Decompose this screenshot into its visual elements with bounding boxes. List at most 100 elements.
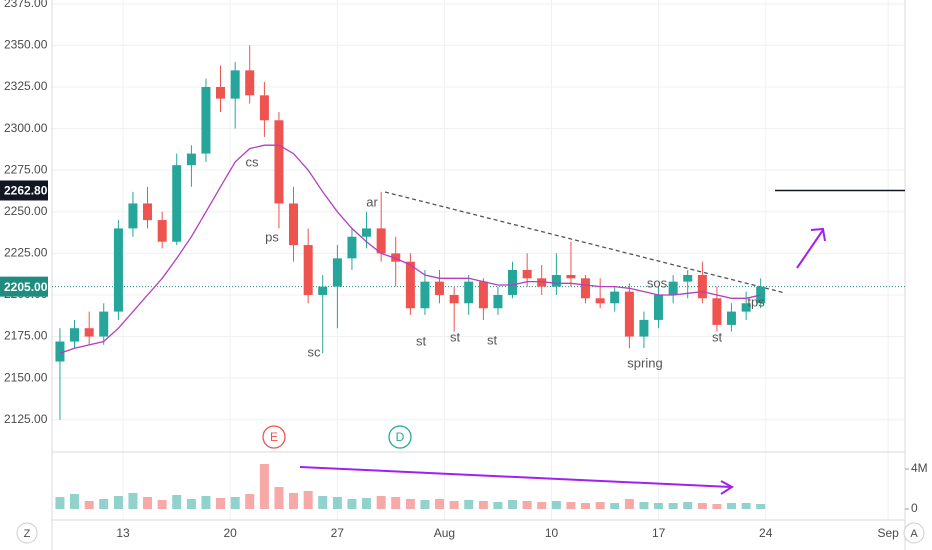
candle-body [420, 281, 430, 309]
volume-bar [318, 496, 328, 509]
volume-bar [376, 496, 386, 509]
volume-bar [391, 497, 401, 509]
candle-body [493, 294, 503, 309]
volume-bar [756, 504, 766, 509]
candle-body [172, 165, 182, 242]
price-label: 2205.00 [4, 280, 48, 294]
annotation: st [712, 329, 723, 344]
volume-bar [245, 494, 255, 509]
corner-button[interactable]: A [903, 522, 925, 544]
annotation: cs [246, 154, 260, 169]
candle-body [361, 228, 371, 237]
volume-bar [128, 493, 138, 509]
candle-body [347, 236, 357, 259]
x-tick-label: 10 [545, 526, 559, 540]
candle-body [464, 281, 474, 304]
corner-button-circle [903, 522, 925, 544]
candle-body [332, 258, 342, 287]
annotation: sos [647, 275, 668, 290]
volume-bar [639, 502, 649, 509]
x-tick-label: Aug [434, 526, 455, 540]
volume-bar [551, 501, 561, 509]
volume-bar [420, 500, 430, 509]
volume-arrow-head [720, 480, 734, 495]
x-tick-label: 13 [116, 526, 130, 540]
volume-bar [610, 503, 620, 509]
volume-bar [172, 495, 182, 509]
candle-body [551, 274, 561, 287]
candle-body [566, 274, 576, 279]
x-tick-label: 17 [652, 526, 666, 540]
volume-bar [84, 501, 94, 509]
volume-bar [478, 501, 488, 509]
candle-body [157, 220, 167, 242]
candle-body [639, 319, 649, 337]
volume-bar [274, 487, 284, 509]
annotation: st [450, 329, 461, 344]
volume-bar [493, 502, 503, 509]
drawings [51, 0, 906, 550]
volume-bar [142, 497, 152, 509]
price-label-box [0, 180, 48, 201]
y-tick-label: 2275.00 [4, 162, 48, 176]
volume-bar [157, 500, 167, 509]
candle-body [55, 341, 65, 362]
candle-body [756, 286, 766, 304]
y2-tick-label: 0 [911, 501, 918, 515]
volume-bar [624, 499, 634, 509]
candle-body [99, 311, 109, 337]
volume-bar [55, 497, 65, 509]
volume-bar [683, 502, 693, 509]
event-label: D [396, 430, 405, 444]
volume-bar [697, 503, 707, 509]
candle-body [507, 270, 517, 295]
candle-body [537, 278, 547, 287]
arrow [796, 229, 824, 269]
event-label: E [270, 430, 278, 444]
volume-bar [741, 503, 751, 509]
candle-body [726, 311, 736, 325]
x-tick-label: 24 [759, 526, 773, 540]
annotation: tps [747, 294, 765, 309]
candle-body [69, 328, 79, 342]
y-tick-label: 2375.00 [4, 0, 48, 10]
candle-body [245, 70, 255, 96]
trend-line [384, 191, 786, 294]
candle-body [610, 291, 620, 304]
volume-bar [712, 504, 722, 509]
y2-tick-label: 4M [911, 461, 928, 475]
candle-body [259, 95, 269, 121]
volume-bar [113, 496, 123, 509]
corner-button[interactable]: Z [16, 522, 38, 544]
volume-bar [449, 501, 459, 509]
volume-bar [537, 502, 547, 509]
annotation: ps [265, 229, 279, 244]
volume-bar [332, 497, 342, 509]
volume-bar [288, 493, 298, 509]
volume-bar [434, 499, 444, 509]
arrow-head [810, 227, 826, 242]
volume-bar [464, 500, 474, 509]
candle-body [624, 291, 634, 337]
volume-bar [230, 497, 240, 509]
price-label-box [0, 276, 48, 297]
candle-body [215, 87, 225, 99]
annotation: spring [627, 355, 662, 370]
volume-arrow [299, 466, 732, 488]
candle-body [580, 278, 590, 299]
x-tick-label: 20 [223, 526, 237, 540]
candle-body [434, 281, 444, 295]
volume-bar [303, 491, 313, 509]
volume-bar [361, 498, 371, 509]
volume-bar [726, 503, 736, 509]
candle-body [391, 253, 401, 262]
candle-body [405, 261, 415, 309]
corner-button-circle [16, 522, 38, 544]
volume-bar [215, 498, 225, 509]
volume-bar [507, 500, 517, 509]
annotation: sc [308, 344, 322, 359]
y-tick-label: 2350.00 [4, 38, 48, 52]
candle-body [712, 298, 722, 325]
